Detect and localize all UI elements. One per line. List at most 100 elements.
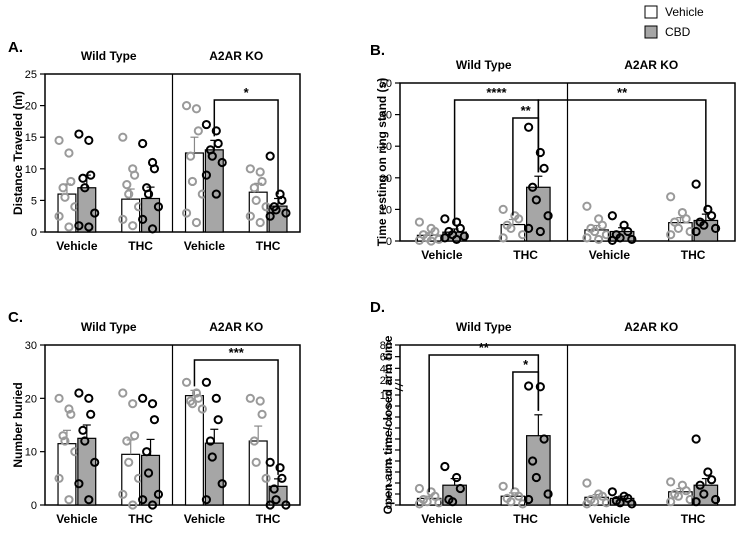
- data-point: [84, 393, 94, 403]
- data-point: [245, 393, 255, 403]
- data-point: [498, 233, 508, 243]
- data-point: [78, 173, 88, 183]
- data-point: [271, 495, 281, 505]
- y-tick-label: 9: [386, 401, 392, 413]
- y-tick-label: 0: [31, 500, 37, 512]
- data-point: [681, 214, 691, 224]
- y-tick-label: 0: [386, 500, 392, 512]
- data-point: [681, 486, 691, 496]
- data-point: [539, 163, 549, 173]
- data-point: [60, 436, 70, 446]
- significance-label: ***: [229, 345, 245, 360]
- data-point: [710, 494, 721, 505]
- panel-label: B.: [370, 42, 385, 59]
- data-point: [66, 176, 76, 187]
- data-point: [118, 388, 128, 398]
- data-point: [217, 479, 227, 489]
- data-point: [455, 483, 465, 494]
- data-point: [277, 195, 287, 205]
- y-tick-label-upper: 80: [380, 340, 392, 352]
- data-point: [201, 377, 212, 387]
- legend-vehicle-swatch: [644, 5, 658, 19]
- data-point: [64, 222, 74, 232]
- group-label: Wild Type: [81, 320, 137, 334]
- data-point: [147, 500, 158, 510]
- data-point: [74, 221, 84, 231]
- data-point: [269, 484, 279, 494]
- data-point: [414, 217, 425, 227]
- data-point: [249, 183, 259, 193]
- panel-label: D.: [370, 299, 385, 316]
- y-tick-label: 20: [25, 101, 37, 113]
- group-label: A2AR KO: [624, 320, 678, 334]
- data-point: [143, 468, 154, 478]
- data-point: [271, 205, 281, 215]
- y-axis-label: Number buried: [11, 382, 25, 467]
- y-tick-label: 3: [386, 467, 392, 479]
- data-point: [64, 495, 74, 505]
- data-point: [207, 452, 217, 462]
- data-point: [201, 119, 212, 130]
- data-point: [191, 217, 202, 228]
- data-point: [440, 461, 450, 472]
- data-point: [627, 499, 637, 509]
- significance-label: ****: [486, 85, 507, 100]
- significance-bracket: [512, 371, 540, 489]
- data-point: [452, 472, 462, 483]
- data-point: [531, 195, 541, 205]
- bar-vehicle: [248, 440, 268, 506]
- data-point: [528, 182, 538, 192]
- y-tick-label: 6: [386, 434, 392, 446]
- data-point: [582, 233, 592, 243]
- y-tick-label: 1: [386, 489, 392, 501]
- data-point: [74, 129, 84, 139]
- x-tick-label: THC: [513, 248, 538, 262]
- data-point: [281, 500, 291, 510]
- data-point: [255, 217, 265, 228]
- y-tick-label: 10: [380, 390, 392, 402]
- data-point: [58, 183, 68, 193]
- x-tick-label: THC: [128, 239, 153, 253]
- bar-cbd: [526, 186, 551, 242]
- y-axis-label: Time resting on ring stand (s): [375, 78, 389, 246]
- data-point: [128, 399, 138, 409]
- data-point: [197, 404, 207, 414]
- data-point: [414, 499, 425, 509]
- y-tick-label: 30: [380, 141, 392, 153]
- y-tick-label: 40: [380, 110, 392, 122]
- x-tick-label: THC: [128, 512, 153, 526]
- data-point: [147, 224, 158, 234]
- data-point: [124, 457, 134, 467]
- data-point: [691, 434, 701, 444]
- data-point: [710, 223, 721, 233]
- significance-bracket: [213, 99, 279, 195]
- data-point: [666, 497, 676, 507]
- data-point: [118, 489, 128, 499]
- group-label: Wild Type: [81, 49, 137, 63]
- data-point: [539, 434, 549, 444]
- bar-cbd: [77, 437, 97, 506]
- data-point: [84, 222, 94, 232]
- data-point: [448, 497, 458, 507]
- significance-label: **: [479, 340, 490, 355]
- data-point: [498, 204, 508, 214]
- data-point: [582, 201, 592, 211]
- data-point: [524, 122, 534, 132]
- data-point: [535, 382, 545, 392]
- data-point: [670, 217, 680, 227]
- data-point: [153, 489, 164, 499]
- data-point: [422, 497, 432, 507]
- data-point: [514, 491, 524, 501]
- axis-break-mark: [394, 387, 404, 392]
- legend: Vehicle CBD: [644, 5, 704, 39]
- data-point: [277, 473, 287, 483]
- data-point: [193, 393, 203, 403]
- data-point: [201, 170, 212, 180]
- data-point: [706, 475, 717, 485]
- data-point: [58, 431, 68, 441]
- data-point: [275, 463, 285, 473]
- y-tick-label: 10: [25, 164, 37, 176]
- data-point: [84, 135, 94, 145]
- y-tick-label: 5: [386, 445, 392, 457]
- data-point: [60, 192, 70, 202]
